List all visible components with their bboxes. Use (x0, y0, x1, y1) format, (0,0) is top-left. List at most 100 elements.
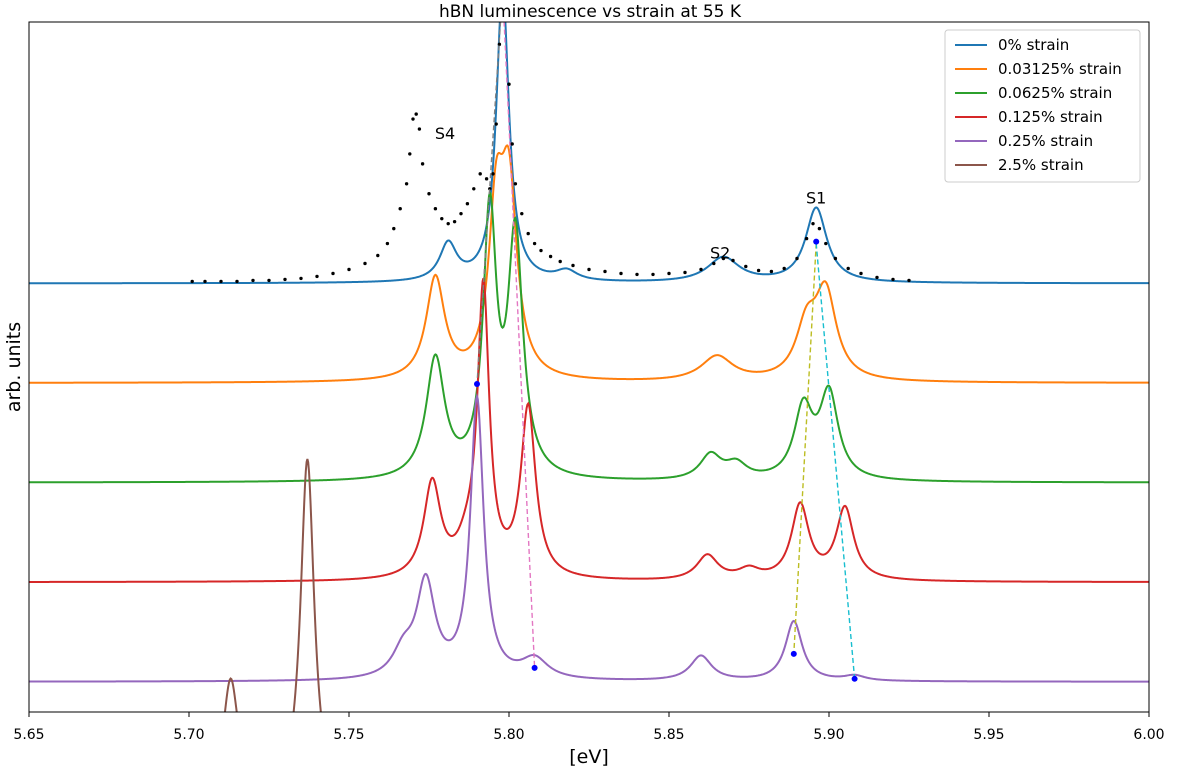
experimental-point (398, 207, 402, 211)
experimental-point (811, 221, 815, 226)
x-tick-label: 5.95 (973, 727, 1004, 743)
guide-line-1 (503, 22, 536, 668)
experimental-point (440, 216, 444, 221)
experimental-point (507, 82, 511, 86)
experimental-point (795, 256, 799, 261)
experimental-point (347, 267, 351, 272)
plot-frame (28, 21, 1150, 713)
x-axis: 5.65 5.70 5.75 5.80 5.85 5.90 5.95 6.00 (13, 712, 1165, 743)
experimental-point (539, 248, 543, 253)
experimental-point (363, 261, 367, 266)
peak-marker (813, 238, 820, 245)
series-line-2 (29, 189, 1149, 484)
guide-line-3 (815, 243, 856, 679)
experimental-point (603, 269, 607, 274)
experimental-point (635, 272, 639, 277)
legend-box (944, 29, 1141, 183)
experimental-point (392, 226, 396, 231)
experimental-point (859, 271, 863, 276)
experimental-point (452, 219, 457, 224)
experimental-point (875, 275, 879, 280)
experimental-point (699, 267, 703, 272)
experimental-point (846, 266, 850, 271)
experimental-point (721, 256, 726, 261)
x-tick-label: 6.00 (1133, 727, 1164, 743)
experimental-point (712, 261, 716, 266)
experimental-point (331, 271, 335, 276)
x-tick-label: 5.90 (813, 727, 844, 743)
experimental-point (414, 112, 418, 116)
experimental-point (376, 253, 380, 258)
peak-label-s2: S2 (710, 244, 730, 263)
experimental-point (472, 187, 476, 191)
experimental-point (497, 42, 502, 47)
experimental-point (571, 263, 575, 268)
experimental-point (478, 172, 482, 176)
legend-entry-2: 0.0625% strain (998, 84, 1112, 102)
legend-entry-1: 0.03125% strain (998, 60, 1122, 78)
experimental-point (731, 258, 735, 263)
experimental-point (219, 279, 223, 284)
experimental-point (465, 202, 470, 206)
peak-marker (474, 380, 480, 387)
experimental-point (782, 266, 786, 271)
experimental-point (408, 152, 412, 156)
series-line-3 (29, 277, 1149, 583)
series-line-4 (29, 392, 1149, 683)
experimental-point (427, 192, 431, 196)
guide-line-0 (476, 22, 502, 385)
experimental-point (520, 211, 524, 216)
guide-line-2 (793, 243, 817, 654)
legend-entry-0: 0% strain (998, 36, 1069, 54)
experimental-point (587, 267, 591, 272)
x-tick-label: 5.75 (333, 727, 364, 743)
experimental-point (283, 277, 287, 282)
experimental-point (484, 177, 489, 181)
experimental-point (833, 256, 838, 261)
experimental-point (459, 211, 463, 216)
peak-marker (851, 675, 858, 682)
experimental-point (907, 278, 911, 283)
experimental-point (817, 226, 822, 231)
peak-label-s1: S1 (806, 189, 826, 208)
experimental-point (619, 271, 623, 276)
legend-entry-4: 0.25% strain (998, 132, 1093, 150)
experimental-point (251, 278, 255, 283)
legend: 0% strain 0.03125% strain 0.0625% strain 0.… (944, 29, 1141, 183)
experimental-point (804, 236, 809, 241)
x-tick-label: 5.65 (13, 727, 44, 743)
experimental-point (491, 172, 495, 176)
experimental-point (433, 207, 438, 211)
experimental-point (510, 142, 514, 146)
experimental-point (315, 274, 319, 279)
experimental-point (651, 272, 655, 277)
series-line-1 (29, 144, 1149, 384)
experimental-point (532, 241, 537, 246)
experimental-point (417, 127, 422, 131)
experimental-point (494, 122, 498, 126)
experimental-point (891, 277, 895, 282)
experimental-point (667, 271, 671, 276)
x-tick-label: 5.80 (493, 727, 524, 743)
experimental-point (683, 270, 687, 275)
legend-entry-5: 2.5% strain (998, 156, 1084, 174)
series-line-0 (29, 22, 1149, 285)
experimental-point (513, 182, 518, 186)
legend-entry-3: 0.125% strain (998, 108, 1103, 126)
x-tick-label: 5.70 (173, 727, 204, 743)
experimental-point (558, 259, 562, 264)
experimental-point (824, 241, 828, 246)
experimental-point (235, 279, 239, 284)
experimental-point (744, 264, 748, 269)
plot-area: S4S3S2S1 (29, 22, 1149, 712)
experimental-point (385, 241, 390, 246)
experimental-point (190, 279, 194, 284)
x-tick-label: 5.85 (653, 727, 684, 743)
experimental-point (526, 231, 530, 236)
experimental-point (404, 182, 409, 186)
peak-label-s4: S4 (435, 124, 455, 143)
experimental-point (420, 162, 425, 166)
peak-marker (531, 664, 538, 671)
experimental-point (411, 117, 415, 121)
